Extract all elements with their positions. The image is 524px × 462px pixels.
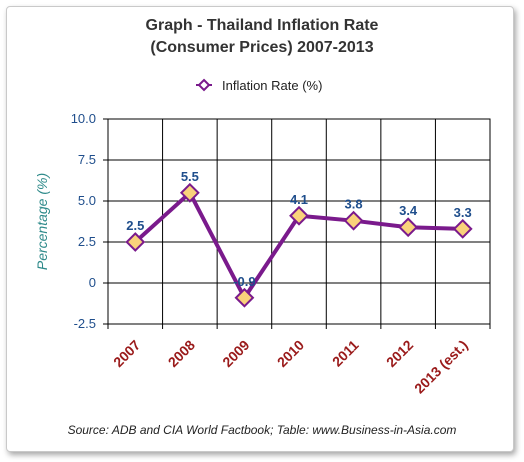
data-label: 3.8 xyxy=(345,197,363,212)
y-tick-label: 0 xyxy=(89,275,96,290)
legend-marker xyxy=(197,78,211,92)
y-tick-label: 2.5 xyxy=(78,234,96,249)
x-tick-label: 2012 xyxy=(383,337,416,370)
data-label: 4.1 xyxy=(290,192,308,207)
data-label: -0.9 xyxy=(233,274,255,289)
data-point-marker xyxy=(452,218,473,239)
plot-border xyxy=(107,118,491,325)
data-label: 5.5 xyxy=(181,169,199,184)
data-label: 3.3 xyxy=(454,205,472,220)
y-tick-label: 10.0 xyxy=(71,111,96,126)
data-point-marker xyxy=(234,287,255,308)
x-tick-label: 2009 xyxy=(219,337,252,370)
y-tick-label: 5.0 xyxy=(78,193,96,208)
data-label: 2.5 xyxy=(126,218,144,233)
x-tick-label: 2011 xyxy=(329,337,362,370)
y-tick-label: -2.5 xyxy=(74,316,96,331)
x-tick-label: 2007 xyxy=(110,337,143,370)
data-point-marker xyxy=(289,205,309,226)
data-point-marker xyxy=(343,210,364,231)
y-tick-label: 7.5 xyxy=(78,152,96,167)
x-tick-label: 2013 (est.) xyxy=(411,337,471,397)
x-tick-label: 2010 xyxy=(274,337,307,370)
chart-title-line2: (Consumer Prices) 2007-2013 xyxy=(150,39,374,56)
chart-source-note: Source: ADB and CIA World Factbook; Tabl… xyxy=(67,423,457,437)
legend-label: Inflation Rate (%) xyxy=(222,78,322,93)
data-point-marker xyxy=(179,182,200,203)
y-axis-title: Percentage (%) xyxy=(34,173,50,270)
data-point-marker xyxy=(398,217,419,238)
data-label: 3.4 xyxy=(399,203,418,218)
x-tick-label: 2008 xyxy=(165,337,198,370)
data-point-marker xyxy=(125,232,146,252)
chart-title-line1: Graph - Thailand Inflation Rate xyxy=(145,17,379,34)
